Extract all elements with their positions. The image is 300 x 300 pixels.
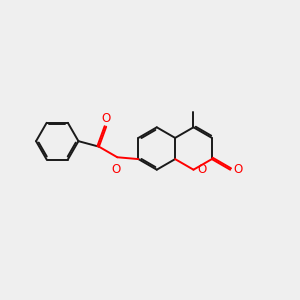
Text: O: O: [197, 163, 206, 176]
Text: O: O: [102, 112, 111, 125]
Text: O: O: [111, 163, 120, 176]
Text: O: O: [233, 163, 242, 176]
